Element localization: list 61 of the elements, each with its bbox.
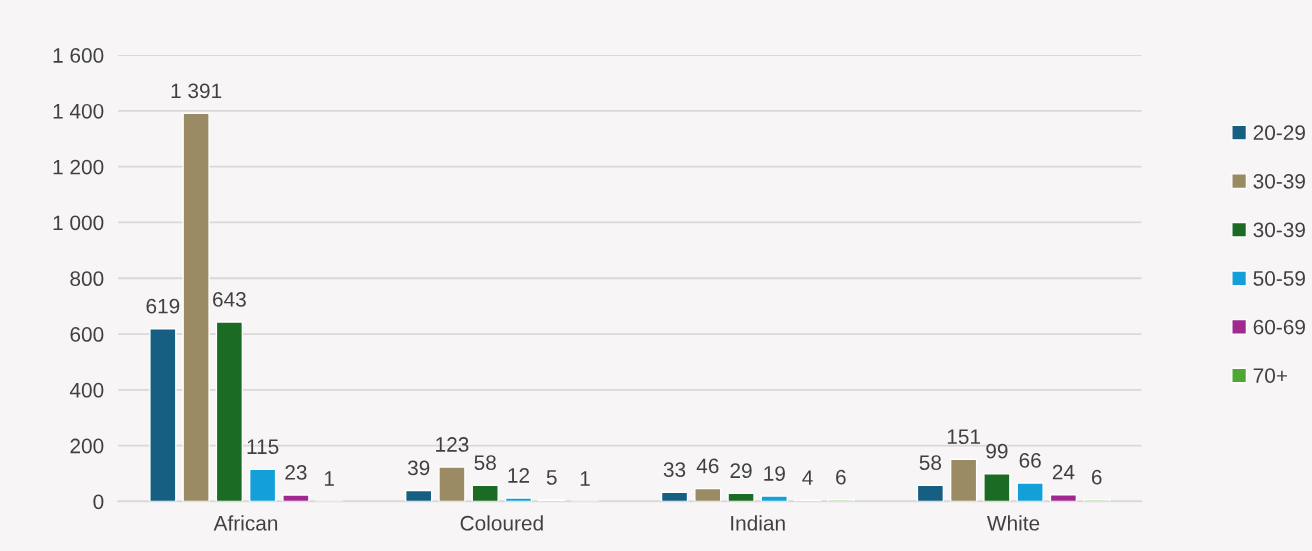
data-label: 19 xyxy=(764,466,785,481)
legend-label: 30-39 xyxy=(1253,222,1305,238)
data-label: 151 xyxy=(947,429,980,445)
bar xyxy=(983,473,1011,502)
y-tick-label: 800 xyxy=(70,271,104,287)
y-tick-label: 1 000 xyxy=(53,215,104,231)
bar xyxy=(1016,482,1044,502)
data-label: 58 xyxy=(919,455,942,470)
data-label: 46 xyxy=(696,458,719,474)
data-label: 1 xyxy=(324,471,334,486)
bar xyxy=(916,484,945,502)
data-label: 24 xyxy=(1052,464,1075,480)
x-tick-label: White xyxy=(986,515,1040,531)
y-tick-label: 600 xyxy=(70,327,104,342)
data-label: 6 xyxy=(1091,469,1102,485)
bar xyxy=(949,458,978,502)
legend-label: 50-59 xyxy=(1253,271,1305,286)
x-tick-label: Indian xyxy=(731,515,785,531)
data-label: 123 xyxy=(436,437,469,452)
data-label: 66 xyxy=(1019,453,1041,468)
data-label: 115 xyxy=(247,439,279,455)
bar xyxy=(660,491,689,502)
bar xyxy=(405,489,433,502)
x-tick-label: African xyxy=(213,515,278,531)
data-label: 5 xyxy=(546,470,557,485)
bar xyxy=(471,484,499,502)
data-label: 99 xyxy=(986,443,1008,459)
bar xyxy=(182,112,210,502)
y-tick-label: 200 xyxy=(70,438,104,454)
data-label: 39 xyxy=(407,460,430,476)
data-label: 1 391 xyxy=(171,83,222,99)
data-label: 58 xyxy=(474,455,496,470)
data-label: 12 xyxy=(508,468,530,483)
y-tick-label: 1 400 xyxy=(53,103,104,119)
bar xyxy=(149,328,177,502)
y-tick-label: 1 200 xyxy=(53,159,104,175)
legend-label: 70+ xyxy=(1253,368,1287,383)
data-label: 619 xyxy=(146,298,180,314)
legend-label: 60-69 xyxy=(1253,319,1305,335)
legend-label: 20-29 xyxy=(1253,125,1305,141)
data-label: 1 xyxy=(580,471,590,486)
data-label: 33 xyxy=(663,462,686,477)
y-tick-label: 400 xyxy=(69,382,104,398)
bar xyxy=(438,466,466,502)
bar xyxy=(760,495,788,502)
bar xyxy=(282,494,310,502)
y-tick-label: 0 xyxy=(93,494,104,510)
data-label: 643 xyxy=(213,292,246,307)
data-label: 23 xyxy=(285,465,307,480)
bar xyxy=(1049,494,1078,502)
bar xyxy=(248,468,277,502)
y-tick-label: 1 600 xyxy=(53,48,104,63)
bar xyxy=(215,321,244,502)
legend-label: 30-39 xyxy=(1253,173,1305,189)
bar xyxy=(694,487,722,502)
data-label: 29 xyxy=(730,463,752,479)
bar xyxy=(504,497,533,502)
bar xyxy=(727,492,755,502)
data-label: 6 xyxy=(836,469,846,485)
data-label: 4 xyxy=(802,470,813,485)
x-tick-label: Coloured xyxy=(460,515,543,531)
